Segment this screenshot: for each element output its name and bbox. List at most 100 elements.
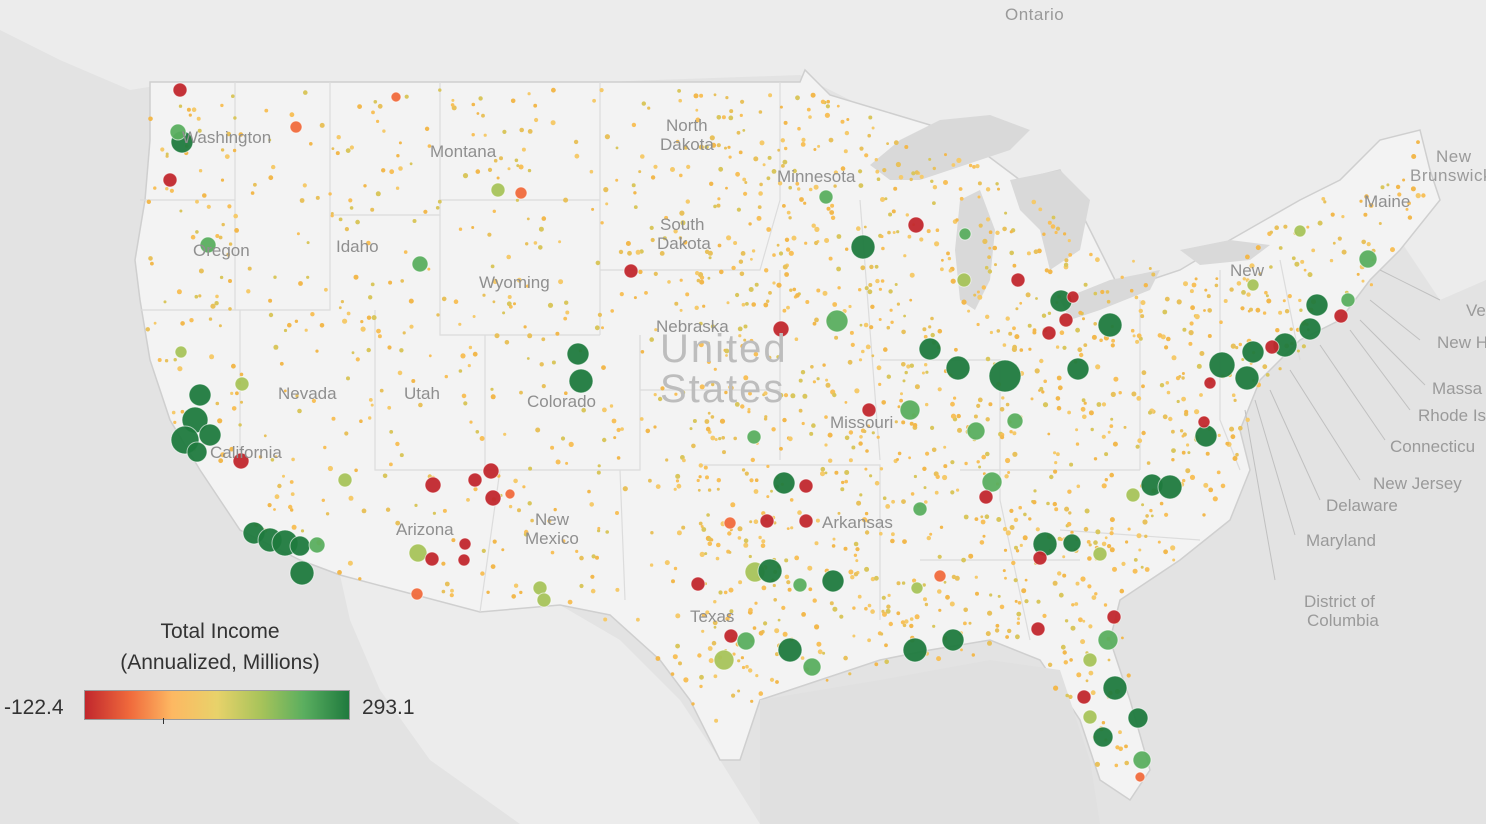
income-point-small[interactable] bbox=[371, 110, 375, 115]
income-point-small[interactable] bbox=[1034, 368, 1040, 374]
income-point-small[interactable] bbox=[968, 163, 973, 168]
income-point-small[interactable] bbox=[165, 154, 169, 158]
income-point-small[interactable] bbox=[1168, 416, 1173, 422]
income-point-small[interactable] bbox=[1009, 430, 1013, 434]
income-point-small[interactable] bbox=[987, 255, 991, 259]
income-point-small[interactable] bbox=[1082, 317, 1085, 321]
income-point[interactable] bbox=[1030, 621, 1046, 637]
income-point-small[interactable] bbox=[785, 247, 791, 252]
income-point-small[interactable] bbox=[863, 322, 869, 328]
income-point-small[interactable] bbox=[595, 260, 601, 266]
income-point-small[interactable] bbox=[1146, 461, 1151, 465]
income-point-small[interactable] bbox=[358, 577, 362, 581]
income-point-small[interactable] bbox=[355, 219, 360, 225]
income-point-small[interactable] bbox=[832, 302, 838, 307]
income-point-small[interactable] bbox=[573, 139, 579, 145]
income-point-small[interactable] bbox=[956, 413, 961, 419]
income-point-small[interactable] bbox=[1182, 327, 1187, 332]
income-point-small[interactable] bbox=[776, 282, 782, 288]
income-point-small[interactable] bbox=[701, 629, 705, 633]
income-point-small[interactable] bbox=[1359, 199, 1363, 203]
income-point-small[interactable] bbox=[633, 296, 637, 300]
income-point-small[interactable] bbox=[1093, 291, 1098, 296]
income-point-small[interactable] bbox=[1190, 305, 1195, 311]
income-point-small[interactable] bbox=[409, 324, 414, 329]
income-point[interactable] bbox=[1298, 317, 1322, 341]
income-point-small[interactable] bbox=[1080, 406, 1086, 412]
income-point-small[interactable] bbox=[601, 365, 606, 370]
income-point-small[interactable] bbox=[864, 606, 868, 611]
income-point-small[interactable] bbox=[427, 267, 431, 271]
income-point-small[interactable] bbox=[1036, 599, 1041, 604]
income-point-small[interactable] bbox=[1009, 525, 1015, 530]
income-point-small[interactable] bbox=[1046, 501, 1050, 506]
income-point-small[interactable] bbox=[306, 241, 310, 245]
income-point-small[interactable] bbox=[772, 583, 776, 588]
income-point-small[interactable] bbox=[822, 290, 828, 296]
income-point-small[interactable] bbox=[507, 295, 512, 299]
income-point-small[interactable] bbox=[678, 98, 682, 103]
income-point-small[interactable] bbox=[697, 653, 702, 658]
income-point-small[interactable] bbox=[1082, 619, 1086, 623]
income-point-small[interactable] bbox=[1012, 326, 1016, 331]
income-point-small[interactable] bbox=[937, 328, 943, 334]
income-point-small[interactable] bbox=[939, 525, 944, 529]
income-point-small[interactable] bbox=[1103, 603, 1108, 607]
income-point-small[interactable] bbox=[294, 319, 299, 323]
income-point-small[interactable] bbox=[825, 104, 831, 109]
income-point-small[interactable] bbox=[932, 624, 936, 628]
income-point-small[interactable] bbox=[1031, 199, 1037, 205]
income-point-small[interactable] bbox=[978, 465, 982, 469]
income-point-small[interactable] bbox=[883, 347, 888, 352]
income-point-small[interactable] bbox=[995, 182, 999, 186]
income-point[interactable] bbox=[746, 429, 762, 445]
income-point-small[interactable] bbox=[713, 674, 718, 679]
income-point-small[interactable] bbox=[739, 271, 745, 277]
income-point-small[interactable] bbox=[177, 366, 183, 372]
income-point[interactable] bbox=[1092, 546, 1108, 562]
income-point-small[interactable] bbox=[239, 372, 244, 377]
income-point-small[interactable] bbox=[878, 287, 883, 291]
income-point-small[interactable] bbox=[711, 142, 717, 148]
income-point-small[interactable] bbox=[441, 561, 446, 566]
income-point-small[interactable] bbox=[753, 351, 759, 357]
income-point-small[interactable] bbox=[1023, 512, 1027, 517]
income-point[interactable] bbox=[1264, 339, 1280, 355]
income-point-small[interactable] bbox=[886, 604, 891, 609]
income-point-small[interactable] bbox=[1121, 636, 1124, 640]
income-point-small[interactable] bbox=[1004, 576, 1007, 580]
income-point-small[interactable] bbox=[977, 294, 983, 300]
income-point-small[interactable] bbox=[1144, 534, 1148, 538]
income-point-small[interactable] bbox=[737, 526, 743, 532]
income-point-small[interactable] bbox=[1204, 288, 1208, 292]
income-point-small[interactable] bbox=[972, 165, 976, 169]
income-point-small[interactable] bbox=[707, 488, 712, 492]
income-point-small[interactable] bbox=[778, 251, 784, 256]
income-point-small[interactable] bbox=[695, 271, 700, 276]
income-point-small[interactable] bbox=[704, 552, 708, 556]
income-point-small[interactable] bbox=[956, 488, 960, 492]
income-point-small[interactable] bbox=[1182, 478, 1186, 483]
income-point-small[interactable] bbox=[1039, 386, 1044, 391]
income-point-small[interactable] bbox=[1060, 644, 1066, 650]
income-point-small[interactable] bbox=[1140, 314, 1145, 319]
income-point-small[interactable] bbox=[808, 115, 812, 119]
income-point-small[interactable] bbox=[616, 427, 621, 433]
income-point-small[interactable] bbox=[561, 539, 566, 543]
income-point-small[interactable] bbox=[507, 167, 511, 171]
income-point-small[interactable] bbox=[631, 183, 636, 188]
income-point-small[interactable] bbox=[754, 601, 758, 605]
income-point-small[interactable] bbox=[370, 207, 375, 212]
income-point-small[interactable] bbox=[1121, 561, 1126, 567]
income-point-small[interactable] bbox=[1054, 230, 1058, 235]
income-point-small[interactable] bbox=[713, 93, 717, 97]
income-point-small[interactable] bbox=[891, 499, 895, 504]
income-point-small[interactable] bbox=[953, 396, 957, 400]
income-point-small[interactable] bbox=[864, 467, 868, 471]
income-point-small[interactable] bbox=[758, 535, 762, 540]
income-point-small[interactable] bbox=[930, 316, 934, 321]
income-point-small[interactable] bbox=[458, 227, 463, 231]
income-point-small[interactable] bbox=[901, 329, 906, 335]
income-point-small[interactable] bbox=[521, 147, 526, 152]
income-point[interactable] bbox=[490, 182, 506, 198]
